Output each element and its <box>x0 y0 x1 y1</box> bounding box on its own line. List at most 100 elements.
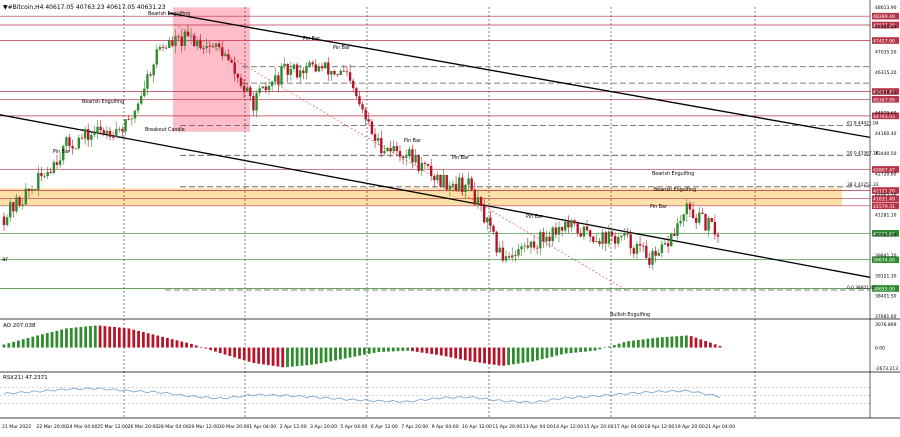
ao-bar <box>214 347 217 352</box>
ao-bar <box>555 347 559 356</box>
candle-body <box>214 43 218 47</box>
ao-bar <box>247 347 251 362</box>
ao-bar <box>420 347 424 353</box>
ao-bar <box>98 325 102 348</box>
pattern-annotation: Pin Bar <box>53 149 70 155</box>
ao-bar <box>521 347 525 363</box>
candle-body <box>108 130 112 137</box>
candle-body <box>146 74 149 89</box>
ao-label: AO 207.038 <box>3 323 36 329</box>
price-tag <box>872 202 899 210</box>
time-axis-label: 6 Apr 12:00 <box>371 424 398 430</box>
price-tag <box>872 88 899 95</box>
ao-bar <box>190 343 193 348</box>
ao-bar <box>300 347 304 366</box>
price-tag-label: 48289.49 <box>873 14 895 20</box>
ao-bar <box>454 347 458 359</box>
candle-body <box>423 162 427 164</box>
price-tag <box>872 96 899 103</box>
candle-body <box>376 138 380 141</box>
ao-bar <box>194 345 198 348</box>
candle-body <box>258 88 261 93</box>
ao-bar <box>622 342 626 348</box>
candle-body <box>261 86 264 89</box>
ao-bar <box>65 328 68 348</box>
ao-axis-label: -2673.213 <box>875 366 898 372</box>
candle-body <box>663 243 667 245</box>
candle-body <box>352 80 355 89</box>
candle-body <box>707 218 710 231</box>
candle-body <box>436 174 439 181</box>
ao-bar <box>483 347 486 364</box>
candle-body <box>27 188 31 191</box>
candle-body <box>411 149 414 163</box>
ao-bar <box>93 325 97 348</box>
time-axis-label: 3 Apr 20:00 <box>310 424 337 430</box>
price-tag-label: 40606.66 <box>873 231 895 237</box>
candle-body <box>180 36 183 46</box>
candle-body <box>620 235 623 237</box>
ao-bar <box>444 347 448 357</box>
candle-body <box>305 66 308 74</box>
price-tag <box>872 256 899 263</box>
ao-bar <box>550 347 554 357</box>
candle-body <box>211 46 215 48</box>
candle-body <box>136 103 140 111</box>
diagonal-guide <box>174 24 627 291</box>
ao-bar <box>41 334 44 348</box>
price-axis-label: 47925.60 <box>875 24 897 30</box>
candle-body <box>90 134 93 140</box>
upper-trendline[interactable] <box>167 12 871 139</box>
ao-bar <box>363 347 366 355</box>
time-axis-label: 29 Mar 12:00 <box>188 424 219 430</box>
ao-bar <box>651 338 655 348</box>
candle-body <box>511 255 514 258</box>
candle-body <box>217 43 221 48</box>
time-axis-label: 15 Apr 20:00 <box>584 424 614 430</box>
candle-body <box>542 232 545 242</box>
price-tag <box>872 112 899 120</box>
candle-body <box>93 133 96 135</box>
candle-body <box>317 66 321 72</box>
ao-bar <box>324 347 328 363</box>
ao-axis-label: 0.00 <box>875 346 885 352</box>
time-axis-label: 26 Mar 20:00 <box>128 424 159 430</box>
candle-body <box>670 233 673 247</box>
candle-body <box>623 233 626 236</box>
candle-body <box>645 245 648 258</box>
ao-bar <box>718 345 722 348</box>
candle-body <box>676 223 679 236</box>
candle-body <box>688 203 692 210</box>
candle-body <box>133 110 137 119</box>
ao-bar <box>377 347 381 353</box>
fib-label: 38.2 42251.33 <box>847 182 879 188</box>
ao-bar <box>497 347 501 366</box>
candle-body <box>264 86 268 91</box>
candle-body <box>267 86 271 91</box>
ao-bar <box>598 347 602 350</box>
ao-bar <box>531 347 534 362</box>
candle-body <box>30 189 34 191</box>
price-axis-label: 38401.50 <box>875 294 897 300</box>
candle-body <box>467 178 470 185</box>
candle-body <box>339 70 342 75</box>
candle-body <box>230 60 233 63</box>
candle-body <box>302 70 305 74</box>
ao-bar <box>21 339 25 348</box>
ao-bar <box>45 333 49 348</box>
ao-bar <box>55 330 59 348</box>
ao-bar <box>608 346 611 348</box>
time-axis-label: 13 Apr 04:00 <box>523 424 553 430</box>
candle-body <box>221 47 224 57</box>
ao-bar <box>540 347 544 360</box>
time-axis-label: 7 Apr 20:00 <box>401 424 428 430</box>
ao-bar <box>632 340 635 348</box>
candle-body <box>601 232 604 245</box>
ao-bar <box>396 347 400 352</box>
candle-body <box>461 177 464 192</box>
ao-bar <box>348 347 352 358</box>
candle-body <box>520 246 523 250</box>
lower-trendline[interactable] <box>0 114 871 278</box>
